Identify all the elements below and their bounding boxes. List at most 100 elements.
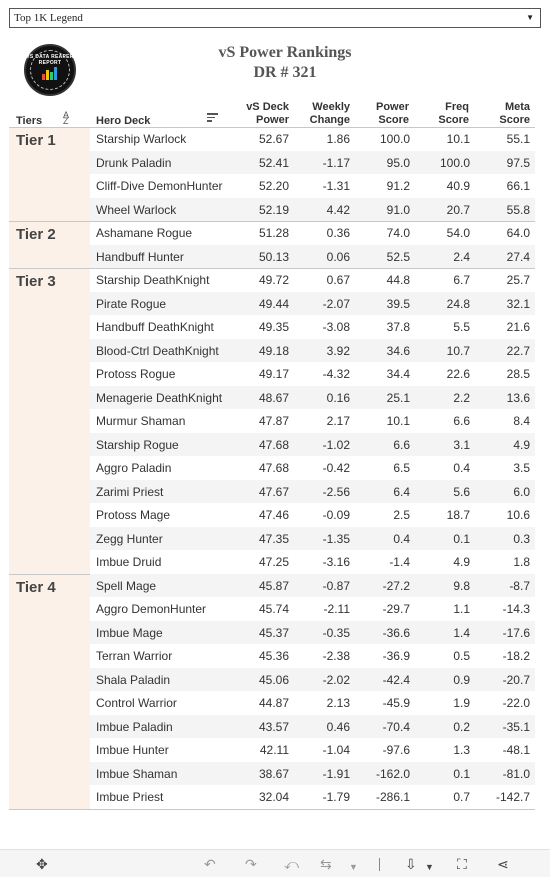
change-value: -0.87 (322, 578, 350, 593)
move-icon[interactable]: ✥ (36, 856, 48, 872)
freq-value: 100.0 (439, 155, 470, 170)
chevron-down-icon[interactable]: ▼ (349, 862, 358, 872)
header-power-score[interactable]: Power Score (375, 101, 409, 126)
score-value: 34.6 (386, 343, 410, 358)
hero-deck-name: Imbue Shaman (96, 766, 178, 781)
table-row[interactable]: Protoss Rogue 49.17 -4.32 34.4 22.6 28.5 (9, 362, 535, 386)
logo-text: VS DATA REAPER REPORT (26, 54, 74, 66)
table-row[interactable]: Pirate Rogue 49.44 -2.07 39.5 24.8 32.1 (9, 291, 535, 315)
hero-deck-name: Control Warrior (96, 696, 177, 710)
table-row[interactable]: Imbue Shaman 38.67 -1.91 -162.0 0.1 -81.0 (9, 761, 535, 785)
freq-value: 6.7 (453, 273, 470, 287)
table-row[interactable]: Cliff-Dive DemonHunter 52.20 -1.31 91.2 40.9… (9, 174, 535, 198)
refresh-icon[interactable]: ⇆ (320, 856, 332, 872)
power-value: 45.06 (258, 672, 289, 687)
table-row[interactable]: Zarimi Priest 47.67 -2.56 6.4 5.6 6.0 (9, 479, 535, 503)
table-row[interactable]: Murmur Shaman 47.87 2.17 10.1 6.6 8.4 (9, 409, 535, 433)
header-meta-score[interactable]: Meta Score (499, 101, 530, 126)
hero-deck-name: Handbuff Hunter (96, 249, 184, 264)
table-row[interactable]: Protoss Mage 47.46 -0.09 2.5 18.7 10.6 (9, 503, 535, 527)
change-value: 0.06 (326, 249, 350, 264)
power-value: 52.67 (258, 132, 289, 146)
table-row[interactable]: Aggro DemonHunter 45.74 -2.11 -29.7 1.1 -14.3 (9, 597, 535, 621)
header-weekly-change[interactable]: Weekly Change (309, 101, 350, 126)
table-row[interactable]: Terran Warrior 45.36 -2.38 -36.9 0.5 -18.2 (9, 644, 535, 668)
meta-value: 0.3 (513, 531, 530, 546)
table-row[interactable]: Ashamane Rogue 51.28 0.36 74.0 54.0 64.0 (9, 221, 535, 245)
report-number: DR # 321 (253, 64, 317, 81)
sort-lines-icon[interactable] (207, 113, 218, 124)
table-row[interactable]: Imbue Priest 32.04 -1.79 -286.1 0.7 -142.7 (9, 785, 535, 809)
header-freq-score[interactable]: Freq Score (438, 101, 469, 126)
freq-value: 1.9 (453, 696, 470, 710)
change-value: -1.91 (322, 766, 350, 781)
freq-value: 0.1 (453, 766, 470, 781)
meta-value: -8.7 (509, 578, 530, 593)
header-tiers[interactable]: Tiers (16, 115, 43, 127)
table-row[interactable]: Imbue Paladin 43.57 0.46 -70.4 0.2 -35.1 (9, 714, 535, 738)
meta-value: 64.0 (506, 226, 530, 240)
header-hero-deck[interactable]: Hero Deck (96, 115, 151, 127)
rankings-table: Starship Warlock 52.67 1.86 100.0 10.1 55.1 Dr… (9, 127, 535, 809)
table-row[interactable]: Imbue Hunter 42.11 -1.04 -97.6 1.3 -48.1 (9, 738, 535, 762)
score-value: 6.5 (393, 461, 410, 475)
table-row[interactable]: Menagerie DeathKnight 48.67 0.16 25.1 2.2 13.… (9, 385, 535, 409)
table-row[interactable]: Handbuff Hunter 50.13 0.06 52.5 2.4 27.4 (9, 244, 535, 268)
download-menu-icon[interactable]: ▼ (425, 862, 434, 872)
table-row[interactable]: Starship Warlock 52.67 1.86 100.0 10.1 55.1 (9, 127, 535, 151)
download-icon[interactable]: ⇩ (405, 856, 417, 872)
hero-deck-name: Pirate Rogue (96, 296, 167, 311)
power-value: 45.36 (258, 649, 289, 663)
table-row[interactable]: Zegg Hunter 47.35 -1.35 0.4 0.1 0.3 (9, 526, 535, 550)
power-value: 32.04 (258, 790, 289, 804)
revert-icon[interactable]: ⤺ (284, 856, 299, 872)
hero-deck-name: Starship Warlock (96, 132, 187, 146)
meta-value: 22.7 (506, 343, 530, 358)
table-row[interactable]: Aggro Paladin 47.68 -0.42 6.5 0.4 3.5 (9, 456, 535, 480)
table-row[interactable]: Shala Paladin 45.06 -2.02 -42.4 0.9 -20.7 (9, 667, 535, 691)
score-value: -70.4 (382, 719, 410, 734)
table-row[interactable]: Blood-Ctrl DeathKnight 49.18 3.92 34.6 10.7 2… (9, 338, 535, 362)
change-value: -2.11 (323, 602, 350, 616)
freq-value: 0.7 (453, 790, 470, 804)
meta-value: 10.6 (506, 508, 530, 522)
redo-icon[interactable]: ↷ (245, 856, 257, 872)
meta-value: 55.1 (506, 132, 530, 146)
hero-deck-name: Imbue Paladin (96, 719, 173, 734)
score-value: 95.0 (386, 155, 410, 170)
table-row[interactable]: Starship Rogue 47.68 -1.02 6.6 3.1 4.9 (9, 432, 535, 456)
change-value: 0.36 (326, 226, 350, 240)
hero-deck-name: Spell Mage (96, 578, 157, 593)
table-row[interactable]: Control Warrior 44.87 2.13 -45.9 1.9 -22.0 (9, 691, 535, 715)
legend-dropdown[interactable]: Top 1K Legend ▼ (9, 8, 541, 28)
meta-value: 55.8 (506, 202, 530, 217)
table-row[interactable]: Imbue Druid 47.25 -3.16 -1.4 4.9 1.8 (9, 550, 535, 574)
fullscreen-icon[interactable]: ⛶ (457, 856, 467, 872)
change-value: -2.38 (322, 649, 350, 663)
header-vs-deck-power[interactable]: vS Deck Power (246, 101, 289, 126)
meta-value: -17.6 (502, 625, 530, 640)
score-value: 37.8 (386, 320, 410, 334)
table-row[interactable]: Handbuff DeathKnight 49.35 -3.08 37.8 5.5 21.… (9, 315, 535, 339)
share-icon[interactable]: ⋖ (497, 856, 509, 872)
table-row[interactable]: Spell Mage 45.87 -0.87 -27.2 9.8 -8.7 (9, 573, 535, 597)
meta-value: -81.0 (502, 766, 530, 781)
hero-deck-name: Protoss Mage (96, 508, 171, 522)
hero-deck-name: Starship DeathKnight (96, 273, 210, 287)
table-row[interactable]: Imbue Mage 45.37 -0.35 -36.6 1.4 -17.6 (9, 620, 535, 644)
freq-value: 40.9 (446, 179, 470, 193)
table-row[interactable]: Starship DeathKnight 49.72 0.67 44.8 6.7 25.7 (9, 268, 535, 292)
table-bottom-divider (9, 808, 535, 810)
meta-value: 3.5 (513, 461, 530, 475)
freq-value: 4.9 (453, 555, 470, 569)
meta-value: 1.8 (513, 555, 530, 569)
undo-icon[interactable]: ↶ (204, 856, 216, 872)
meta-value: 8.4 (513, 414, 530, 428)
change-value: -3.08 (322, 320, 350, 334)
meta-value: -48.1 (502, 743, 530, 757)
freq-value: 0.9 (453, 672, 470, 687)
table-row[interactable]: Drunk Paladin 52.41 -1.17 95.0 100.0 97.5 (9, 150, 535, 174)
freq-value: 1.4 (453, 625, 470, 640)
table-row[interactable]: Wheel Warlock 52.19 4.42 91.0 20.7 55.8 (9, 197, 535, 221)
